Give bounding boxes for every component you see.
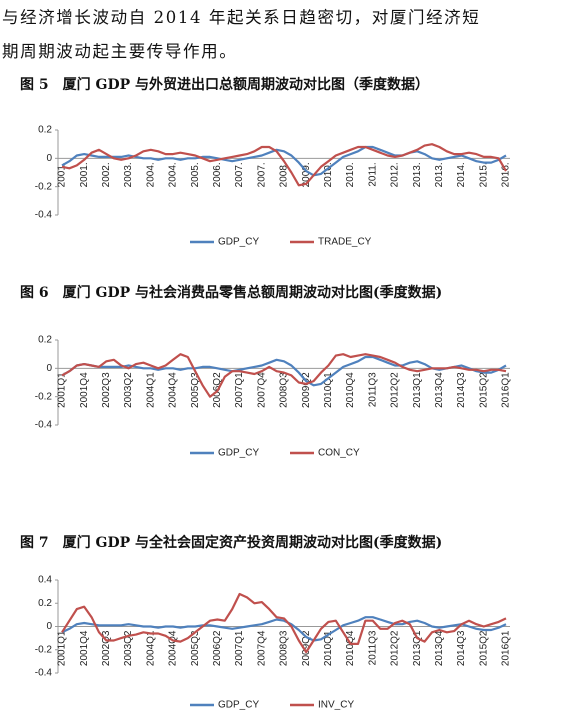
legend-label: INV_CY <box>318 700 354 711</box>
x-tick-label: 2015. <box>478 162 489 187</box>
x-tick-label: 2001. <box>79 162 90 187</box>
x-tick-label: 2001Q4 <box>79 630 90 666</box>
legend-label: TRADE_CY <box>318 237 372 248</box>
x-tick-label: 2010Q4 <box>345 372 356 408</box>
x-tick-label: 2004Q1 <box>145 372 156 408</box>
y-tick-label: 0.4 <box>38 575 52 586</box>
x-tick-label: 2014. <box>456 162 467 187</box>
x-tick-label: 2014Q3 <box>456 630 467 666</box>
y-tick-label: -0.2 <box>35 644 53 655</box>
y-tick-label: 0 <box>46 363 52 374</box>
x-tick-label: 2011Q3 <box>367 372 378 407</box>
y-tick-label: -0.4 <box>35 210 53 221</box>
paragraph-line: 与经济增长波动自 2014 年起关系日趋密切，对厦门经济短 <box>2 8 481 27</box>
x-tick-label: 2010Q4 <box>345 630 356 666</box>
x-tick-label: 2013Q4 <box>434 630 445 666</box>
x-tick-label: 2002Q3 <box>101 630 112 666</box>
x-tick-label: 2007Q4 <box>256 372 267 408</box>
legend-label: GDP_CY <box>218 448 259 459</box>
x-tick-label: 2004Q1 <box>145 630 156 666</box>
x-tick-label: 2012Q2 <box>390 372 401 408</box>
y-tick-label: -0.4 <box>35 420 53 431</box>
y-tick-label: -0.4 <box>35 668 53 679</box>
y-tick-label: 0.2 <box>38 335 52 346</box>
x-tick-label: 2015Q2 <box>478 372 489 408</box>
x-tick-label: 2007Q1 <box>234 372 245 408</box>
x-tick-label: 2011Q3 <box>367 630 378 665</box>
x-tick-label: 2005Q3 <box>190 372 201 408</box>
x-tick-label: 2007. <box>234 162 245 187</box>
x-tick-label: 2012Q2 <box>390 630 401 666</box>
x-tick-label: 2005. <box>190 162 201 187</box>
x-tick-label: 2009. <box>301 162 312 187</box>
legend-label: CON_CY <box>318 448 360 459</box>
y-tick-label: -0.2 <box>35 181 53 192</box>
series-line <box>61 353 507 398</box>
x-tick-label: 2016Q1 <box>501 372 512 408</box>
x-tick-label: 2013Q4 <box>434 372 445 408</box>
figure-title: 图 7 厦门 GDP 与全社会固定资产投资周期波动对比图(季度数据) <box>20 534 442 551</box>
figure-title: 图 6 厦门 GDP 与社会消费品零售总额周期波动对比图(季度数据) <box>20 284 442 301</box>
x-tick-label: 2013. <box>412 162 423 187</box>
x-tick-label: 2003Q2 <box>123 372 134 408</box>
y-tick-label: -0.2 <box>35 391 53 402</box>
x-tick-label: 2006Q2 <box>212 630 223 666</box>
x-tick-label: 2004Q4 <box>168 372 179 408</box>
x-tick-label: 2015Q2 <box>478 630 489 666</box>
x-tick-label: 2008. <box>279 162 290 187</box>
x-tick-label: 2001Q4 <box>79 372 90 408</box>
series-line <box>61 616 507 642</box>
x-tick-label: 2008Q3 <box>279 630 290 666</box>
y-tick-label: 0 <box>46 153 52 164</box>
x-tick-label: 2009Q2 <box>301 372 312 408</box>
legend-label: GDP_CY <box>218 237 259 248</box>
x-tick-label: 2005Q3 <box>190 630 201 666</box>
legend-label: GDP_CY <box>218 700 259 711</box>
x-tick-label: 2010. <box>345 162 356 187</box>
x-tick-label: 2001Q1 <box>57 630 68 666</box>
x-tick-label: 2013. <box>434 162 445 187</box>
series-line <box>61 592 507 654</box>
y-tick-label: 0.2 <box>38 598 52 609</box>
x-tick-label: 2006. <box>212 162 223 187</box>
y-tick-label: 0 <box>46 621 52 632</box>
x-tick-label: 2004. <box>145 162 156 187</box>
series-line <box>61 145 507 177</box>
x-tick-label: 2002Q3 <box>101 372 112 408</box>
x-tick-label: 2010. <box>323 162 334 187</box>
y-tick-label: 0.2 <box>38 125 52 136</box>
series-line <box>61 143 507 187</box>
x-tick-label: 2016. <box>501 162 512 187</box>
x-tick-label: 2013Q1 <box>412 630 423 666</box>
x-tick-label: 2001Q1 <box>57 372 68 408</box>
x-tick-label: 2004. <box>168 162 179 187</box>
paragraph-line: 期周期波动起主要传导作用。 <box>2 42 238 61</box>
x-tick-label: 2007Q4 <box>256 630 267 666</box>
x-tick-label: 2010Q1 <box>323 372 334 408</box>
x-tick-label: 2014Q3 <box>456 372 467 408</box>
x-tick-label: 2011. <box>367 162 378 186</box>
x-tick-label: 2008Q3 <box>279 372 290 408</box>
x-tick-label: 2004Q4 <box>168 630 179 666</box>
x-tick-label: 2002. <box>101 162 112 187</box>
x-tick-label: 2003. <box>123 162 134 187</box>
x-tick-label: 2012. <box>390 162 401 187</box>
x-tick-label: 2013Q1 <box>412 372 423 408</box>
x-tick-label: 2016Q1 <box>501 630 512 666</box>
x-tick-label: 2007Q1 <box>234 630 245 666</box>
x-tick-label: 2001. <box>57 162 68 187</box>
x-tick-label: 2010Q1 <box>323 630 334 666</box>
x-tick-label: 2003Q2 <box>123 630 134 666</box>
x-tick-label: 2007. <box>256 162 267 187</box>
figure-title: 图 5 厦门 GDP 与外贸进出口总额周期波动对比图（季度数据） <box>20 76 429 93</box>
x-tick-label: 2009Q2 <box>301 630 312 666</box>
